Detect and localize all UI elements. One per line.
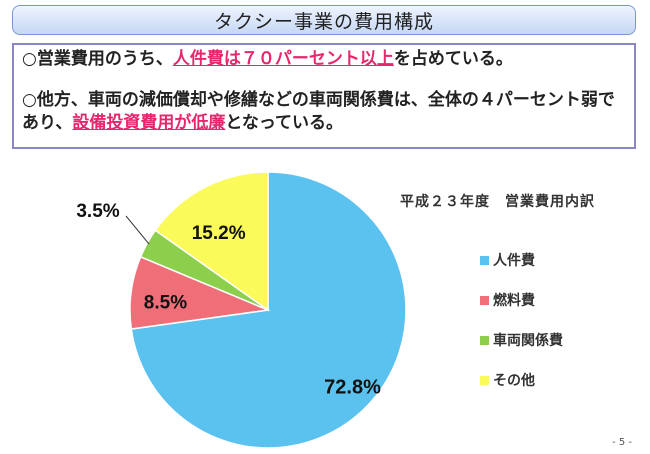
legend-swatch: [480, 295, 489, 305]
legend-label: 人件費: [493, 253, 535, 269]
legend-item-4: その他: [480, 360, 563, 400]
legend-item-2: 燃料費: [480, 280, 563, 320]
summary-bullet-2: ○他方、車両の減価償却や修繕などの車両関係費は、全体の４パーセント弱であり、設備…: [22, 89, 626, 135]
chart-legend: 人件費燃料費車両関係費その他: [480, 240, 563, 400]
bullet-2-suffix: となっている。: [225, 113, 343, 133]
legend-swatch: [480, 255, 489, 265]
slice-label-4: 15.2%: [192, 223, 246, 244]
slice-label-2: 8.5%: [144, 292, 187, 313]
chart-title: 平成２３年度 営業費用内訳: [400, 194, 595, 210]
bullet-1-highlight: 人件費は７０パーセント以上: [172, 49, 394, 69]
pie-chart: 72.8% 8.5% 3.5% 15.2%: [76, 171, 407, 449]
bullet-2-prefix: ○他方、車両の減価償却や修繕などの車両関係費は、全体の４パーセント弱であり、: [22, 90, 615, 133]
legend-item-3: 車両関係費: [480, 320, 563, 360]
bullet-2-highlight: 設備投資費用が低廉: [72, 113, 226, 133]
slide-title-bar: タクシー事業の費用構成: [12, 5, 636, 35]
slide-title: タクシー事業の費用構成: [213, 10, 434, 33]
bullet-1-suffix: を占めている。: [393, 49, 513, 69]
slice-label-3: 3.5%: [76, 201, 119, 222]
legend-swatch: [480, 335, 489, 345]
legend-label: 燃料費: [493, 293, 535, 309]
legend-item-1: 人件費: [480, 240, 563, 280]
pie-slice-4: [154, 171, 269, 312]
page-number: - 5 -: [612, 437, 632, 448]
slice-label-1: 72.8%: [324, 376, 381, 398]
legend-label: 車両関係費: [493, 333, 563, 349]
legend-swatch: [480, 375, 489, 385]
bullet-1-prefix: ○営業費用のうち、: [22, 49, 173, 69]
summary-box: ○営業費用のうち、人件費は７０パーセント以上を占めている。 ○他方、車両の減価償…: [12, 43, 636, 149]
leader-line-3: [125, 215, 150, 245]
summary-bullet-1: ○営業費用のうち、人件費は７０パーセント以上を占めている。: [22, 48, 626, 71]
legend-label: その他: [493, 373, 535, 389]
